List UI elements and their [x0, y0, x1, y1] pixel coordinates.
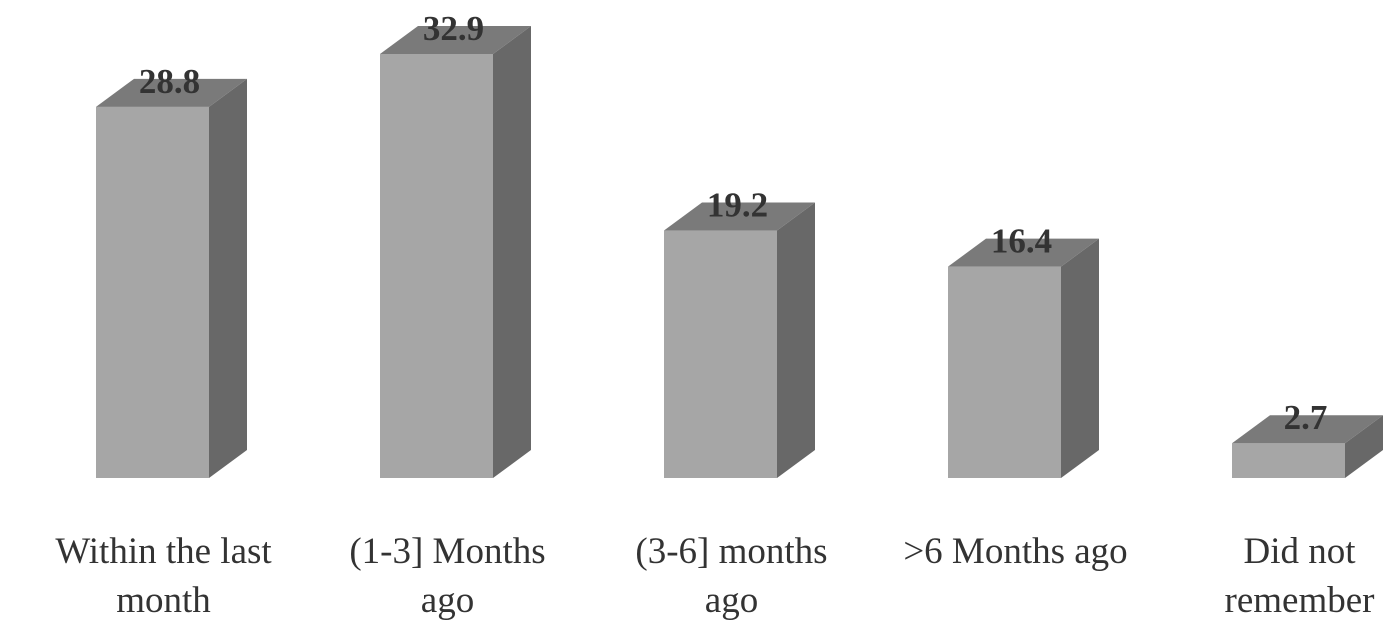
value-label: 28.8 — [139, 62, 200, 101]
bar-2 — [380, 26, 531, 478]
category-label: (1-3] Months ago — [349, 531, 545, 621]
bar-front-face — [948, 266, 1061, 478]
bars-group — [96, 26, 1383, 479]
value-labels-group: 28.8 32.9 19.2 16.4 2.7 — [139, 9, 1328, 437]
bar-5 — [1232, 415, 1383, 478]
bar-side-face — [1061, 238, 1099, 478]
value-label: 32.9 — [423, 9, 484, 48]
bar-top-face — [948, 238, 1099, 267]
category-label-line: Did not — [1243, 531, 1356, 572]
bar-top-face — [96, 78, 247, 107]
bar-front-face — [664, 230, 777, 478]
category-label: Within the last month — [55, 531, 272, 621]
category-label-line: month — [116, 580, 211, 621]
bar-side-face — [493, 26, 531, 478]
value-label: 19.2 — [707, 186, 768, 225]
bar-4 — [948, 238, 1099, 478]
category-label: Did not remember — [1225, 531, 1375, 621]
bar-top-face — [380, 26, 531, 54]
category-label-line: (1-3] Months — [349, 531, 545, 572]
value-label: 2.7 — [1284, 398, 1328, 437]
bar-3 — [664, 202, 815, 478]
bar-front-face — [96, 106, 209, 479]
bar-top-face — [1232, 415, 1383, 444]
bar-top-face — [664, 202, 815, 231]
category-label-line: remember — [1225, 580, 1375, 621]
value-label: 16.4 — [991, 222, 1052, 261]
bar-front-face — [380, 54, 493, 478]
category-label: >6 Months ago — [903, 531, 1127, 572]
category-label-line: ago — [421, 580, 474, 621]
bar-1 — [96, 78, 247, 479]
category-label-line: (3-6] months — [635, 531, 827, 572]
bar-side-face — [209, 78, 247, 479]
category-label-line: >6 Months ago — [903, 531, 1127, 572]
bar-side-face — [1345, 415, 1383, 478]
category-label-line: Within the last — [55, 531, 272, 572]
bar-front-face — [1232, 443, 1345, 478]
bar-side-face — [777, 202, 815, 478]
category-label: (3-6] months ago — [635, 531, 827, 621]
category-label-line: ago — [705, 580, 758, 621]
category-labels-group: Within the last month(1-3] Months ago(3-6]… — [55, 531, 1374, 621]
